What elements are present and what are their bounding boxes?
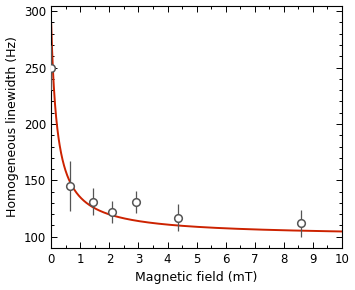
Y-axis label: Homogeneous linewidth (Hz): Homogeneous linewidth (Hz) [6,36,18,217]
X-axis label: Magnetic field (mT): Magnetic field (mT) [135,271,258,284]
